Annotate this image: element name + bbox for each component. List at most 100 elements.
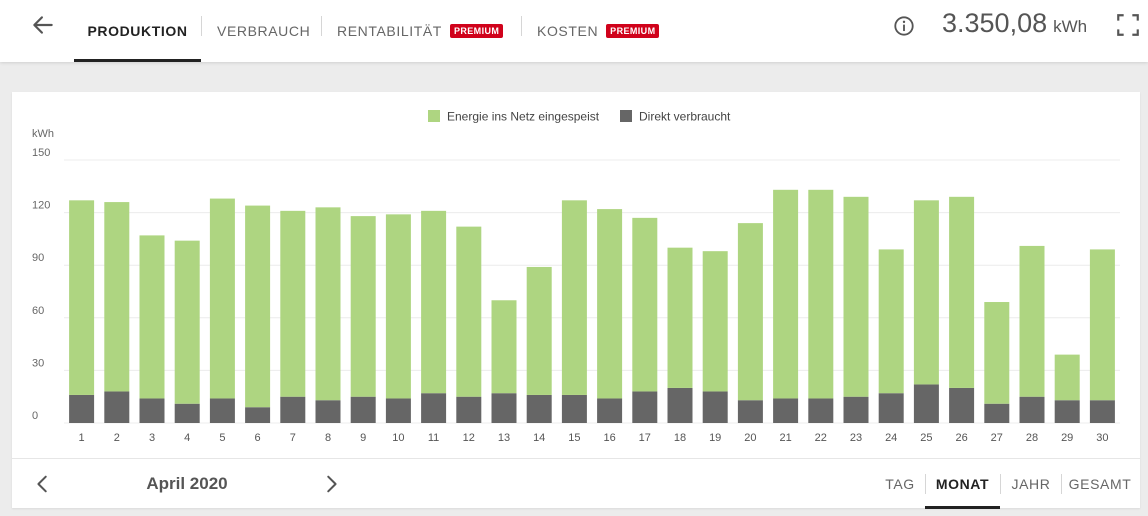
bar-netz-eingespeist[interactable]	[69, 200, 95, 395]
x-tick-label: 2	[114, 432, 120, 444]
x-tick-label: 11	[428, 432, 439, 444]
bar-direkt-verbraucht[interactable]	[561, 394, 587, 423]
bar-netz-eingespeist[interactable]	[561, 200, 587, 395]
total-unit: kWh	[1053, 17, 1088, 36]
bar-netz-eingespeist[interactable]	[1054, 354, 1080, 401]
production-chart: Energie ins Netz eingespeist Direkt verbr…	[32, 110, 1120, 444]
card-divider	[12, 458, 1140, 459]
bar-netz-eingespeist[interactable]	[597, 209, 623, 399]
bar-direkt-verbraucht[interactable]	[843, 396, 869, 423]
tab-produktion[interactable]: PRODUKTION	[74, 0, 201, 62]
tab-verbrauch-label: VERBRAUCH	[217, 23, 311, 39]
bar-netz-eingespeist[interactable]	[1089, 249, 1115, 401]
total-value: 3.350,08	[942, 8, 1048, 38]
tab-separator	[321, 16, 322, 36]
bar-netz-eingespeist[interactable]	[139, 235, 165, 399]
bar-netz-eingespeist[interactable]	[491, 300, 517, 394]
range-tab-tag[interactable]: TAG	[876, 459, 924, 509]
bar-direkt-verbraucht[interactable]	[878, 393, 904, 423]
range-tab-gesamt[interactable]: GESAMT	[1062, 459, 1138, 509]
bar-netz-eingespeist[interactable]	[385, 214, 411, 399]
bar-direkt-verbraucht[interactable]	[667, 387, 693, 423]
range-tab-tag-label: TAG	[885, 476, 915, 492]
bar-netz-eingespeist[interactable]	[315, 207, 341, 401]
y-tick-label: 150	[32, 147, 50, 159]
bar-netz-eingespeist[interactable]	[526, 266, 552, 395]
bar-netz-eingespeist[interactable]	[843, 196, 869, 397]
bar-netz-eingespeist[interactable]	[773, 189, 799, 399]
bar-direkt-verbraucht[interactable]	[456, 396, 482, 423]
range-tab-gesamt-label: GESAMT	[1068, 476, 1132, 492]
bar-netz-eingespeist[interactable]	[104, 202, 130, 392]
range-tab-monat[interactable]: MONAT	[925, 459, 1000, 509]
bar-direkt-verbraucht[interactable]	[315, 400, 341, 423]
bar-netz-eingespeist[interactable]	[174, 240, 200, 404]
x-tick-label: 29	[1061, 432, 1073, 444]
bar-direkt-verbraucht[interactable]	[808, 398, 834, 423]
bar-netz-eingespeist[interactable]	[737, 223, 763, 401]
bar-netz-eingespeist[interactable]	[949, 196, 975, 388]
bar-direkt-verbraucht[interactable]	[69, 394, 95, 423]
tab-produktion-label: PRODUKTION	[87, 23, 188, 39]
bar-direkt-verbraucht[interactable]	[174, 403, 200, 423]
bar-netz-eingespeist[interactable]	[280, 210, 306, 397]
tab-separator	[201, 16, 202, 36]
tab-separator	[521, 16, 522, 36]
bar-direkt-verbraucht[interactable]	[1054, 400, 1080, 423]
bar-direkt-verbraucht[interactable]	[280, 396, 306, 423]
x-tick-label: 27	[991, 432, 1003, 444]
x-tick-label: 21	[779, 432, 791, 444]
bar-direkt-verbraucht[interactable]	[526, 394, 552, 423]
bar-direkt-verbraucht[interactable]	[139, 398, 165, 423]
bar-direkt-verbraucht[interactable]	[245, 407, 271, 423]
bar-direkt-verbraucht[interactable]	[949, 387, 975, 423]
x-tick-label: 25	[920, 432, 932, 444]
bar-netz-eingespeist[interactable]	[245, 205, 271, 408]
bar-netz-eingespeist[interactable]	[421, 210, 447, 394]
bar-direkt-verbraucht[interactable]	[209, 398, 235, 423]
chevron-right-icon[interactable]	[320, 473, 342, 495]
bar-direkt-verbraucht[interactable]	[104, 391, 130, 423]
x-tick-label: 8	[325, 432, 331, 444]
bar-direkt-verbraucht[interactable]	[702, 391, 728, 423]
bar-netz-eingespeist[interactable]	[350, 216, 376, 397]
bar-netz-eingespeist[interactable]	[878, 249, 904, 394]
bar-direkt-verbraucht[interactable]	[984, 403, 1010, 423]
chevron-left-icon[interactable]	[32, 473, 54, 495]
bar-direkt-verbraucht[interactable]	[913, 384, 939, 423]
arrow-left-icon[interactable]	[30, 12, 56, 38]
range-separator	[1061, 474, 1062, 494]
bar-netz-eingespeist[interactable]	[984, 302, 1010, 404]
period-label: April 2020	[146, 474, 228, 493]
bar-direkt-verbraucht[interactable]	[385, 398, 411, 423]
bar-netz-eingespeist[interactable]	[632, 217, 658, 392]
x-tick-label: 5	[219, 432, 225, 444]
bar-direkt-verbraucht[interactable]	[350, 396, 376, 423]
x-tick-label: 16	[603, 432, 615, 444]
bar-direkt-verbraucht[interactable]	[1019, 396, 1045, 423]
range-tab-jahr[interactable]: JAHR	[1000, 459, 1062, 509]
bar-netz-eingespeist[interactable]	[913, 200, 939, 385]
legend-label: Direkt verbraucht	[639, 110, 731, 124]
fullscreen-icon[interactable]	[1115, 12, 1141, 38]
bar-netz-eingespeist[interactable]	[808, 189, 834, 399]
tab-kosten[interactable]: KOSTEN PREMIUM	[537, 0, 660, 62]
premium-badge: PREMIUM	[606, 24, 660, 38]
legend-swatch	[428, 110, 440, 122]
bar-direkt-verbraucht[interactable]	[491, 393, 517, 423]
bar-netz-eingespeist[interactable]	[667, 247, 693, 388]
bar-direkt-verbraucht[interactable]	[421, 393, 447, 423]
bar-netz-eingespeist[interactable]	[209, 198, 235, 399]
bar-direkt-verbraucht[interactable]	[773, 398, 799, 423]
bar-direkt-verbraucht[interactable]	[597, 398, 623, 423]
bar-netz-eingespeist[interactable]	[456, 226, 482, 397]
tab-rentabilitaet[interactable]: RENTABILITÄT PREMIUM	[337, 0, 504, 62]
bar-direkt-verbraucht[interactable]	[1089, 400, 1115, 423]
bar-direkt-verbraucht[interactable]	[632, 391, 658, 423]
info-icon[interactable]	[893, 15, 915, 37]
x-tick-label: 18	[674, 432, 686, 444]
tab-verbrauch[interactable]: VERBRAUCH	[217, 0, 310, 62]
bar-netz-eingespeist[interactable]	[702, 251, 728, 392]
bar-netz-eingespeist[interactable]	[1019, 245, 1045, 397]
bar-direkt-verbraucht[interactable]	[737, 400, 763, 423]
